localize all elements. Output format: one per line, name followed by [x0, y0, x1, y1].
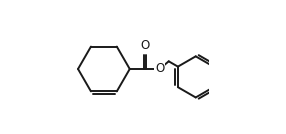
Text: O: O	[155, 62, 164, 75]
Text: O: O	[140, 39, 150, 52]
